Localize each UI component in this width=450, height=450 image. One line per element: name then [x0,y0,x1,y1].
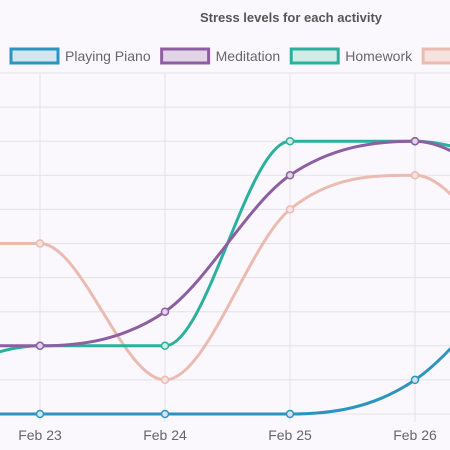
x-tick-label: Feb 26 [393,427,437,443]
data-point[interactable] [37,342,44,349]
chart-title: Stress levels for each activity [200,10,383,25]
x-tick-label: Feb 24 [143,427,187,443]
legend-swatch [423,49,450,63]
legend-item-1[interactable]: Playing Piano [11,48,151,64]
legend-swatch [291,49,338,63]
data-point[interactable] [287,411,294,418]
legend-item-4[interactable] [423,49,450,63]
data-point[interactable] [37,411,44,418]
legend-item-2[interactable]: Meditation [162,48,281,64]
x-tick-label: Feb 25 [268,427,312,443]
legend-swatch [162,49,209,63]
data-point[interactable] [412,172,419,179]
data-point[interactable] [162,376,169,383]
legend-label: Playing Piano [65,48,151,64]
data-point[interactable] [287,138,294,145]
data-point[interactable] [412,376,419,383]
data-point[interactable] [287,206,294,213]
data-point[interactable] [37,240,44,247]
data-point[interactable] [162,342,169,349]
legend[interactable]: Playing Piano Meditation Homework [11,48,450,64]
legend-label: Meditation [216,48,281,64]
legend-label: Homework [345,48,413,64]
data-point[interactable] [162,308,169,315]
data-point[interactable] [412,138,419,145]
legend-swatch [11,49,58,63]
series-line-1[interactable] [0,244,450,415]
data-point[interactable] [162,411,169,418]
data-point[interactable] [287,172,294,179]
legend-item-3[interactable]: Homework [291,48,413,64]
x-tick-label: Feb 23 [18,427,62,443]
